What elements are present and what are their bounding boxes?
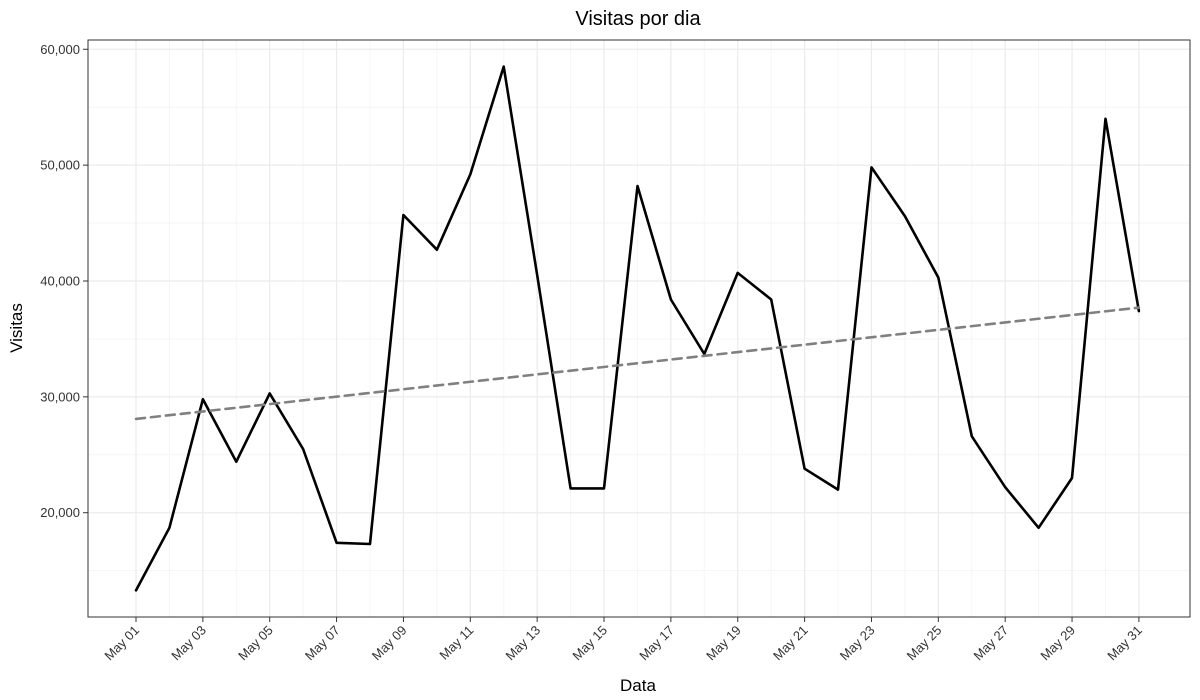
grid-major xyxy=(88,40,1190,617)
visits-line xyxy=(134,65,1141,592)
y-tick-label: 60,000 xyxy=(40,42,80,57)
x-tick-label: May 01 xyxy=(101,623,142,664)
y-tick-label: 40,000 xyxy=(40,273,80,288)
x-tick-label: May 23 xyxy=(837,623,878,664)
x-tick-label: May 15 xyxy=(569,623,610,664)
x-tick-label: May 07 xyxy=(302,623,343,664)
x-tick-label: May 19 xyxy=(703,623,744,664)
x-tick-label: May 27 xyxy=(971,623,1012,664)
x-tick-label: May 09 xyxy=(369,623,410,664)
panel-border xyxy=(87,39,1191,618)
y-axis-title: Visitas xyxy=(7,303,26,353)
y-tick-label: 20,000 xyxy=(40,505,80,520)
x-axis-title: Data xyxy=(620,676,656,695)
chart-title: Visitas por dia xyxy=(575,8,701,30)
x-tick-label: May 13 xyxy=(503,623,544,664)
x-tick-label: May 21 xyxy=(770,623,811,664)
x-tick-label: May 03 xyxy=(168,623,209,664)
y-axis: 20,000 30,000 40,000 50,000 60,000 xyxy=(40,42,88,520)
y-tick-label: 30,000 xyxy=(40,389,80,404)
y-tick-label: 50,000 xyxy=(40,158,80,173)
x-tick-label: May 11 xyxy=(436,623,476,663)
x-tick-label: May 29 xyxy=(1037,623,1078,664)
x-tick-label: May 31 xyxy=(1104,623,1145,664)
x-tick-label: May 05 xyxy=(235,623,276,664)
series-layer xyxy=(134,65,1141,592)
x-tick-label: May 25 xyxy=(904,623,945,664)
x-axis: May 01 May 03 May 05 May 07 May 09 May 11 May … xyxy=(101,617,1145,663)
grid-minor xyxy=(88,40,1190,617)
trend-line xyxy=(134,306,1141,421)
x-tick-label: May 17 xyxy=(636,623,677,664)
